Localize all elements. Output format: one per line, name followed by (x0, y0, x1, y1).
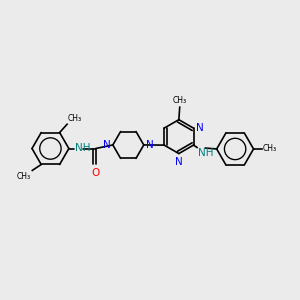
Text: N: N (196, 123, 203, 133)
Text: N: N (146, 140, 153, 150)
Text: CH₃: CH₃ (173, 96, 187, 105)
Text: NH: NH (198, 148, 214, 158)
Text: O: O (92, 168, 100, 178)
Text: CH₃: CH₃ (17, 172, 31, 181)
Text: N: N (103, 140, 111, 150)
Text: NH: NH (75, 142, 91, 153)
Text: CH₃: CH₃ (68, 114, 82, 123)
Text: N: N (175, 157, 183, 166)
Text: CH₃: CH₃ (263, 145, 277, 154)
